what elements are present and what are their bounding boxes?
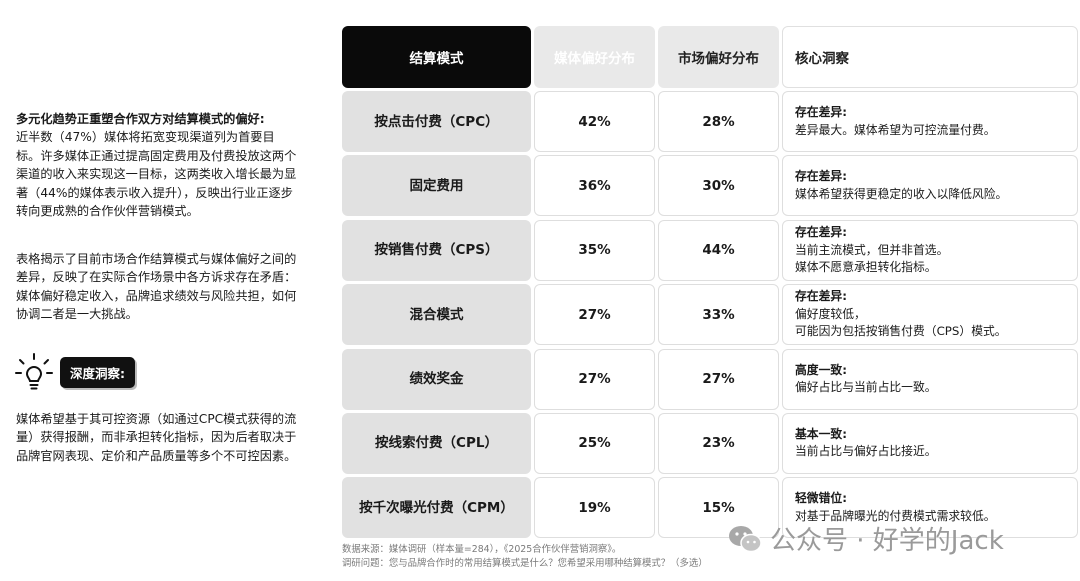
insight-line: 可能因为包括按销售付费（CPS）模式。 (795, 324, 1007, 339)
media-cell: 35% (534, 219, 655, 281)
insight-title: 高度一致: (795, 362, 847, 377)
wechat-icon (729, 525, 762, 552)
market-cell: 33% (658, 284, 779, 346)
insight-line: 媒体希望获得更稳定的收入以降低风险。 (795, 186, 1008, 201)
header-market: 市场偏好分布 (658, 26, 779, 88)
insight-text: 媒体希望基于其可控资源（如通过CPC模式获得的流量）获得报酬，而非承担转化指标，… (16, 412, 297, 463)
insight-cell: 高度一致: 偏好占比与当前占比一致。 (782, 348, 1078, 410)
insight-label: 深度洞察: (60, 356, 135, 388)
table-row: 按千次曝光付费（CPM） 19% 15% 轻微错位: 对基于品牌曝光的付费模式需… (342, 477, 1078, 539)
table-body: 按点击付费（CPC） 42% 28% 存在差异: 差异最大。媒体希望为可控流量付… (342, 91, 1078, 539)
mode-cell: 绩效奖金 (342, 348, 531, 410)
insight-line: 偏好占比与当前占比一致。 (795, 380, 937, 395)
lightbulb-icon (15, 353, 53, 390)
table-row: 绩效奖金 27% 27% 高度一致: 偏好占比与当前占比一致。 (342, 348, 1078, 410)
settlement-table: 结算模式 媒体偏好分布 市场偏好分布 核心洞察 按点击付费（CPC） 42% 2… (342, 26, 1078, 542)
insight-line: 偏好度较低， (795, 306, 866, 321)
mode-cell: 按销售付费（CPS） (342, 219, 531, 281)
mode-cell: 按点击付费（CPC） (342, 91, 531, 152)
intro-block: 多元化趋势正重塑合作双方对结算模式的偏好: 近半数（47%）媒体将拓宽变现渠道列… (16, 110, 298, 220)
market-cell: 27% (658, 348, 779, 410)
insight-line: 当前主流模式，但并非首选。 (795, 242, 949, 257)
footnote: 数据来源：媒体调研（样本量=284），《2025合作伙伴营销洞察》。 调研问题：… (342, 543, 708, 571)
market-cell: 44% (658, 219, 779, 281)
media-cell: 25% (534, 412, 655, 474)
header-mode: 结算模式 (342, 26, 531, 88)
insight-title: 存在差异: (795, 169, 847, 184)
source-note: 数据来源：媒体调研（样本量=284），《2025合作伙伴营销洞察》。 (342, 544, 622, 555)
market-cell: 28% (658, 91, 779, 152)
insight-cell: 基本一致: 当前占比与偏好占比接近。 (782, 412, 1078, 474)
market-cell: 30% (658, 155, 779, 217)
insight-cell: 存在差异: 偏好度较低， 可能因为包括按销售付费（CPS）模式。 (782, 284, 1078, 346)
table-row: 按线索付费（CPL） 25% 23% 基本一致: 当前占比与偏好占比接近。 (342, 412, 1078, 474)
header-insight: 核心洞察 (782, 26, 1078, 88)
insight-header: 深度洞察: (14, 352, 135, 392)
header-media: 媒体偏好分布 (534, 26, 655, 88)
media-cell: 19% (534, 477, 655, 539)
market-cell: 15% (658, 477, 779, 539)
mode-cell: 固定费用 (342, 155, 531, 217)
insight-cell: 轻微错位: 对基于品牌曝光的付费模式需求较低。 (782, 477, 1078, 539)
insight-title: 存在差异: (795, 225, 847, 240)
intro-paragraph: 近半数（47%）媒体将拓宽变现渠道列为首要目标。许多媒体正通过提高固定费用及付费… (16, 130, 297, 219)
table-row: 按点击付费（CPC） 42% 28% 存在差异: 差异最大。媒体希望为可控流量付… (342, 91, 1078, 152)
market-cell: 23% (658, 412, 779, 474)
insight-cell: 存在差异: 媒体希望获得更稳定的收入以降低风险。 (782, 155, 1078, 217)
watermark: 公众号 · 好学的Jack (728, 520, 1004, 557)
media-cell: 42% (534, 91, 655, 152)
question-note: 调研问题：您与品牌合作时的常用结算模式是什么？您希望采用哪种结算模式？（多选） (342, 558, 708, 569)
insight-title: 基本一致: (795, 426, 847, 441)
insight-line: 当前占比与偏好占比接近。 (795, 444, 937, 459)
insight-line: 对基于品牌曝光的付费模式需求较低。 (795, 508, 996, 523)
table-row: 固定费用 36% 30% 存在差异: 媒体希望获得更稳定的收入以降低风险。 (342, 155, 1078, 217)
table-explanation: 表格揭示了目前市场合作结算模式与媒体偏好之间的差异，反映了在实际合作场景中各方诉… (16, 252, 297, 322)
insight-cell: 存在差异: 当前主流模式，但并非首选。 媒体不愿意承担转化指标。 (782, 219, 1078, 281)
table-row: 混合模式 27% 33% 存在差异: 偏好度较低， 可能因为包括按销售付费（CP… (342, 284, 1078, 346)
table-header: 结算模式 媒体偏好分布 市场偏好分布 核心洞察 (342, 26, 1078, 88)
insight-line: 媒体不愿意承担转化指标。 (795, 260, 937, 275)
mode-cell: 混合模式 (342, 284, 531, 346)
insight-line: 差异最大。媒体希望为可控流量付费。 (795, 122, 996, 137)
insight-title: 存在差异: (795, 289, 847, 304)
mode-cell: 按线索付费（CPL） (342, 412, 531, 474)
insight-title: 轻微错位: (795, 491, 847, 506)
media-cell: 36% (534, 155, 655, 217)
insight-cell: 存在差异: 差异最大。媒体希望为可控流量付费。 (782, 91, 1078, 152)
watermark-text: 公众号 · 好学的Jack (770, 526, 1004, 556)
mode-cell: 按千次曝光付费（CPM） (342, 477, 531, 539)
table-row: 按销售付费（CPS） 35% 44% 存在差异: 当前主流模式，但并非首选。 媒… (342, 219, 1078, 281)
media-cell: 27% (534, 284, 655, 346)
insight-title: 存在差异: (795, 105, 847, 119)
media-cell: 27% (534, 348, 655, 410)
intro-lead: 多元化趋势正重塑合作双方对结算模式的偏好: (16, 112, 265, 126)
